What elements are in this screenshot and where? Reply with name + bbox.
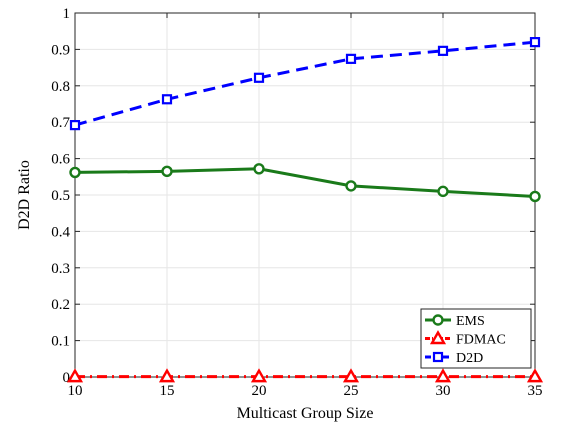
- x-tick-label: 25: [344, 383, 359, 399]
- data-point-fdmac: [434, 368, 452, 383]
- legend-label: FDMAC: [456, 333, 506, 348]
- y-tick-label: 0.6: [51, 152, 70, 168]
- data-point-ems: [253, 163, 265, 175]
- y-tick-label: 0.4: [51, 224, 70, 240]
- legend-marker: [432, 351, 444, 363]
- series-ems: [69, 163, 541, 203]
- data-point-fdmac: [342, 368, 360, 383]
- y-tick-label: 0.9: [51, 42, 70, 58]
- x-tick-label: 35: [528, 383, 543, 399]
- y-tick-label: 0.2: [51, 297, 70, 313]
- legend-label: D2D: [456, 351, 483, 366]
- legend-item-ems: EMS: [425, 314, 485, 329]
- x-tick-label: 30: [436, 383, 451, 399]
- data-point-d2d: [437, 45, 449, 56]
- y-tick-label: 0.8: [51, 79, 70, 95]
- y-tick-label: 0.1: [51, 334, 70, 350]
- x-axis-title: Multicast Group Size: [237, 405, 374, 422]
- y-tick-label: 0.5: [51, 188, 70, 204]
- series-line-ems: [74, 167, 536, 198]
- x-tick-label: 20: [252, 383, 267, 399]
- data-point-ems: [69, 166, 81, 179]
- legend-marker: [429, 330, 447, 345]
- data-point-ems: [529, 190, 541, 203]
- series-layer: [66, 37, 544, 383]
- y-tick-label: 0.7: [51, 115, 70, 131]
- y-tick-label: 0: [63, 370, 71, 386]
- legend-marker: [432, 314, 444, 326]
- x-tick-label: 10: [68, 383, 83, 399]
- y-tick-label: 1: [63, 6, 71, 22]
- x-tick-label: 15: [160, 383, 175, 399]
- data-point-ems: [437, 185, 449, 198]
- legend-item-d2d: D2D: [425, 351, 483, 366]
- data-point-d2d: [529, 37, 541, 48]
- legend-label: EMS: [456, 314, 485, 329]
- data-point-d2d: [69, 120, 81, 131]
- series-line-d2d: [74, 40, 536, 127]
- y-tick-label: 0.3: [51, 261, 70, 277]
- data-point-fdmac: [526, 368, 544, 383]
- series-d2d: [69, 37, 541, 131]
- data-point-ems: [161, 165, 173, 178]
- data-point-d2d: [161, 94, 173, 105]
- data-point-fdmac: [66, 368, 84, 383]
- data-point-fdmac: [158, 368, 176, 383]
- data-point-ems: [345, 180, 357, 192]
- data-point-d2d: [253, 72, 265, 83]
- series-fdmac: [66, 368, 544, 383]
- y-axis-title: D2D Ratio: [16, 160, 33, 230]
- legend: EMS FDMAC D2D: [420, 308, 532, 369]
- legend-item-fdmac: FDMAC: [425, 330, 506, 348]
- data-point-fdmac: [250, 368, 268, 383]
- data-point-d2d: [345, 53, 357, 64]
